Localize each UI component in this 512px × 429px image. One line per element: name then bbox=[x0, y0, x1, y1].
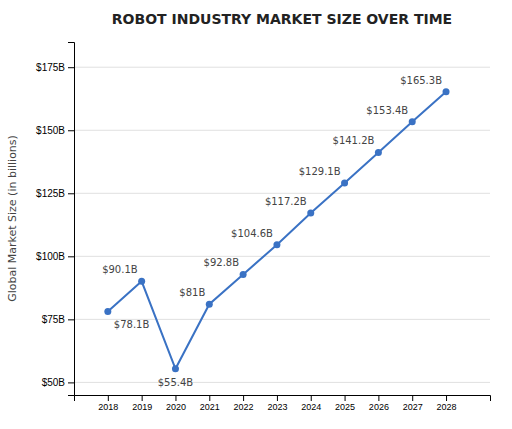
grid-line bbox=[74, 67, 490, 68]
x-tick-mark bbox=[412, 395, 413, 401]
x-tick: 2021 bbox=[200, 395, 220, 412]
x-tick: 2027 bbox=[403, 395, 423, 412]
x-tick-mark bbox=[142, 395, 143, 401]
y-tick-mark bbox=[68, 130, 74, 131]
y-tick: $100B bbox=[36, 251, 74, 262]
grid-line bbox=[74, 382, 490, 383]
x-tick: 2022 bbox=[234, 395, 254, 412]
x-tick: 2026 bbox=[369, 395, 389, 412]
x-tick: 2019 bbox=[132, 395, 152, 412]
data-label: $81B bbox=[179, 287, 205, 298]
data-label: $55.4B bbox=[158, 377, 194, 388]
point bbox=[341, 179, 348, 186]
x-tick-label: 2025 bbox=[335, 402, 355, 412]
point bbox=[206, 301, 213, 308]
grid-line bbox=[74, 256, 490, 257]
y-tick-mark bbox=[68, 256, 74, 257]
x-tick: 2025 bbox=[335, 395, 355, 412]
y-tick-label: $150B bbox=[36, 125, 65, 136]
data-label: $153.4B bbox=[366, 105, 408, 116]
y-tick-mark bbox=[68, 319, 74, 320]
y-axis-line bbox=[68, 43, 75, 396]
chart: 2018 2019 2020 2021 2022 2023 2024 2025 2026 2027… bbox=[0, 0, 512, 429]
x-tick-mark bbox=[277, 395, 278, 401]
y-tick-mark bbox=[68, 382, 74, 383]
data-label: $141.2B bbox=[333, 135, 375, 146]
y-tick: $150B bbox=[36, 125, 74, 136]
line bbox=[108, 92, 446, 369]
x-tick-label: 2026 bbox=[369, 402, 389, 412]
grid-line bbox=[74, 193, 490, 194]
x-tick-mark bbox=[209, 395, 210, 401]
x-tick-label: 2021 bbox=[200, 402, 220, 412]
y-tick: $175B bbox=[36, 62, 74, 73]
plot-area: 2018 2019 2020 2021 2022 2023 2024 2025 2026 2027… bbox=[36, 43, 490, 413]
x-tick-label: 2019 bbox=[132, 402, 152, 412]
x-tick: 2020 bbox=[166, 395, 186, 412]
x-tick: 2028 bbox=[437, 395, 457, 412]
y-tick: $50B bbox=[42, 377, 74, 388]
y-tick-mark bbox=[68, 67, 74, 68]
point bbox=[443, 88, 450, 95]
title: ROBOT INDUSTRY MARKET SIZE OVER TIME bbox=[112, 11, 452, 27]
x-axis: 2018 2019 2020 2021 2022 2023 2024 2025 2026 2027… bbox=[75, 395, 491, 412]
grid bbox=[74, 67, 490, 382]
point bbox=[409, 118, 416, 125]
x-tick-label: 2023 bbox=[267, 402, 287, 412]
y-axis: $50B $75B $100B $125B $150B $175B bbox=[36, 43, 74, 396]
point bbox=[273, 241, 280, 248]
x-tick-label: 2020 bbox=[166, 402, 186, 412]
data-label: $117.2B bbox=[265, 196, 307, 207]
data-label: $104.6B bbox=[231, 228, 273, 239]
x-tick: 2018 bbox=[98, 395, 118, 412]
data-label: $165.3B bbox=[400, 75, 442, 86]
point bbox=[104, 308, 111, 315]
x-tick-mark bbox=[446, 395, 447, 401]
y-tick-mark bbox=[68, 193, 74, 194]
x-tick: 2023 bbox=[267, 395, 287, 412]
point bbox=[375, 149, 382, 156]
y-tick-label: $125B bbox=[36, 188, 65, 199]
x-tick-mark bbox=[378, 395, 379, 401]
y-tick: $75B bbox=[42, 314, 74, 325]
y-tick-label: $100B bbox=[36, 251, 65, 262]
grid-line bbox=[74, 130, 490, 131]
x-tick-mark bbox=[108, 395, 109, 401]
data-label: $129.1B bbox=[299, 166, 341, 177]
x-tick-label: 2018 bbox=[98, 402, 118, 412]
y-axis-title: Global Market Size (in billions) bbox=[6, 135, 19, 302]
y-tick: $125B bbox=[36, 188, 74, 199]
point bbox=[240, 271, 247, 278]
x-tick-mark bbox=[243, 395, 244, 401]
x-tick-label: 2024 bbox=[301, 402, 321, 412]
x-tick-label: 2022 bbox=[234, 402, 254, 412]
x-tick-mark bbox=[345, 395, 346, 401]
y-tick-label: $75B bbox=[42, 314, 66, 325]
x-axis-line bbox=[75, 396, 491, 402]
data-labels: $78.1B $90.1B $55.4B $81B $92.8B $104.6B $117.… bbox=[102, 75, 442, 388]
y-tick-label: $50B bbox=[42, 377, 66, 388]
data-label: $90.1B bbox=[102, 264, 138, 275]
point bbox=[172, 365, 179, 372]
x-tick-label: 2028 bbox=[437, 402, 457, 412]
point bbox=[138, 278, 145, 285]
x-tick-mark bbox=[311, 395, 312, 401]
y-tick-label: $175B bbox=[36, 62, 65, 73]
x-tick-label: 2027 bbox=[403, 402, 423, 412]
data-label: $92.8B bbox=[204, 257, 240, 268]
x-tick: 2024 bbox=[301, 395, 321, 412]
x-tick-mark bbox=[175, 395, 176, 401]
data-label: $78.1B bbox=[114, 319, 150, 330]
point bbox=[307, 209, 314, 216]
marks bbox=[104, 88, 449, 372]
